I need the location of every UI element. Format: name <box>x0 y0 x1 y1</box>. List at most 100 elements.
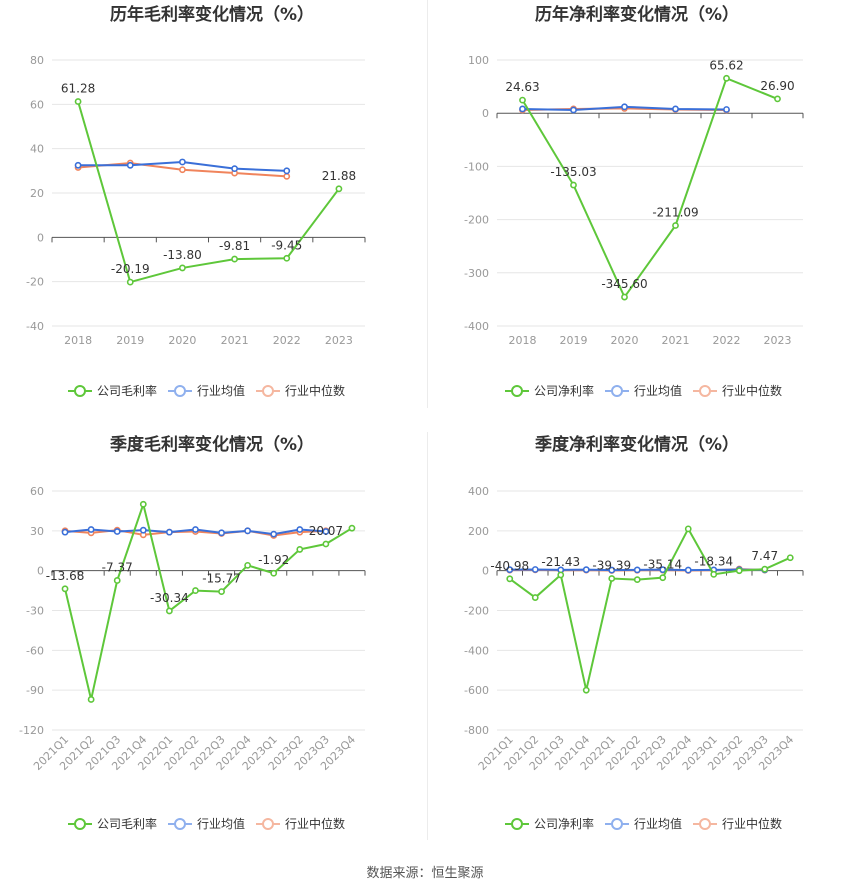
legend-item-company[interactable]: 公司毛利率 <box>68 816 157 831</box>
data-point[interactable] <box>348 524 356 532</box>
data-point[interactable] <box>126 278 134 286</box>
data-point[interactable] <box>723 106 730 113</box>
data-point[interactable] <box>179 158 186 166</box>
data-point[interactable] <box>582 686 590 694</box>
data-point[interactable] <box>231 255 238 263</box>
data-point[interactable] <box>557 571 565 579</box>
legend-item-company[interactable]: 公司净利率 <box>505 383 594 398</box>
data-point[interactable] <box>296 546 304 553</box>
data-point[interactable] <box>139 500 147 508</box>
series-line-company <box>64 500 353 700</box>
data-point[interactable] <box>74 98 82 105</box>
data-point[interactable] <box>710 570 718 578</box>
y-tick-label: -20 <box>26 276 44 289</box>
data-point[interactable] <box>270 569 278 577</box>
chart-panel-quarterly-net-margin: 季度净利率变化情况（%） 400 200 0 -200 -400 -600 -800 2021Q… <box>425 430 850 860</box>
data-point[interactable] <box>684 566 692 574</box>
data-point[interactable] <box>659 566 667 574</box>
legend-item-industry-average[interactable]: 行业均值 <box>605 816 682 831</box>
data-point[interactable] <box>506 575 514 583</box>
legend-item-company[interactable]: 公司净利率 <box>505 816 594 831</box>
y-tick-label: -200 <box>464 214 489 227</box>
data-point[interactable] <box>786 554 794 562</box>
data-point[interactable] <box>608 575 616 582</box>
data-point[interactable] <box>570 106 577 114</box>
data-point[interactable] <box>74 161 82 169</box>
data-point[interactable] <box>218 588 225 596</box>
data-point[interactable] <box>296 526 304 533</box>
data-point[interactable] <box>519 96 526 104</box>
x-tick-label: 2020 <box>611 334 639 347</box>
y-tick-label: 60 <box>30 98 44 111</box>
y-tick-label: -800 <box>464 724 489 737</box>
data-point[interactable] <box>582 566 590 574</box>
legend-item-industry-median[interactable]: 行业中位数 <box>256 816 345 831</box>
data-point[interactable] <box>672 105 679 113</box>
data-point[interactable] <box>283 172 291 180</box>
data-point[interactable] <box>270 530 278 538</box>
data-point[interactable] <box>335 185 343 193</box>
legend-label: 行业中位数 <box>722 383 782 398</box>
legend-label: 行业均值 <box>197 383 245 398</box>
data-point[interactable] <box>179 264 186 272</box>
data-point[interactable] <box>231 165 238 173</box>
data-point[interactable] <box>283 254 291 262</box>
data-point[interactable] <box>218 529 225 537</box>
legend-item-industry-average[interactable]: 行业均值 <box>168 383 245 398</box>
legend-item-industry-median[interactable]: 行业中位数 <box>693 816 782 831</box>
data-point[interactable] <box>531 566 539 573</box>
x-tick-label: 2019 <box>116 334 144 347</box>
data-point[interactable] <box>192 526 199 533</box>
data-point[interactable] <box>659 574 667 582</box>
data-point[interactable] <box>633 566 641 574</box>
data-point[interactable] <box>621 103 628 111</box>
data-point[interactable] <box>165 528 173 536</box>
data-point[interactable] <box>244 561 252 569</box>
data-source-note: 数据来源：恒生聚源 <box>366 866 484 881</box>
data-point[interactable] <box>61 528 69 536</box>
data-label: -35.14 <box>643 558 682 572</box>
x-tick-label: 2019 <box>560 334 588 347</box>
data-label: -30.34 <box>150 591 189 605</box>
data-point[interactable] <box>531 594 539 601</box>
data-point[interactable] <box>774 95 781 103</box>
legend-item-industry-median[interactable]: 行业中位数 <box>256 383 345 398</box>
data-point[interactable] <box>126 161 134 169</box>
legend-label: 行业均值 <box>634 383 682 398</box>
data-point[interactable] <box>113 577 121 584</box>
chart-annual-gross-margin: 历年毛利率变化情况（%） 80 60 40 20 0 -20 -40 2018 2019 2020 2… <box>26 4 366 398</box>
data-point[interactable] <box>87 696 95 703</box>
data-point[interactable] <box>723 74 730 82</box>
x-tick-label: 2020 <box>168 334 196 347</box>
legend-item-company[interactable]: 公司毛利率 <box>68 383 157 398</box>
data-label: -13.68 <box>46 569 85 583</box>
data-point[interactable] <box>322 528 330 535</box>
data-point[interactable] <box>283 167 291 175</box>
data-point[interactable] <box>506 566 514 574</box>
data-label: -39.39 <box>592 559 631 573</box>
data-label: -7.37 <box>102 560 133 574</box>
legend-item-industry-average[interactable]: 行业均值 <box>605 383 682 398</box>
y-tick-label: 80 <box>30 54 44 67</box>
data-point[interactable] <box>244 527 252 535</box>
data-point[interactable] <box>139 526 147 534</box>
data-point[interactable] <box>570 181 577 189</box>
data-point[interactable] <box>192 587 199 594</box>
data-point[interactable] <box>761 565 769 573</box>
data-point[interactable] <box>608 566 616 574</box>
data-point[interactable] <box>61 585 69 593</box>
data-point[interactable] <box>684 525 692 533</box>
data-point[interactable] <box>113 528 121 535</box>
data-point[interactable] <box>322 540 330 548</box>
data-point[interactable] <box>672 222 679 229</box>
legend-item-industry-median[interactable]: 行业中位数 <box>693 383 782 398</box>
data-point[interactable] <box>621 293 628 301</box>
data-point[interactable] <box>165 607 173 615</box>
legend-item-industry-average[interactable]: 行业均值 <box>168 816 245 831</box>
data-point[interactable] <box>633 576 641 584</box>
data-point[interactable] <box>519 105 526 113</box>
data-point[interactable] <box>735 567 743 575</box>
chart-panel-quarterly-gross-margin: 季度毛利率变化情况（%） 60 30 0 -30 -60 -90 -120 2021Q1 2021… <box>0 430 425 860</box>
data-point[interactable] <box>179 166 186 174</box>
data-point[interactable] <box>87 526 95 533</box>
